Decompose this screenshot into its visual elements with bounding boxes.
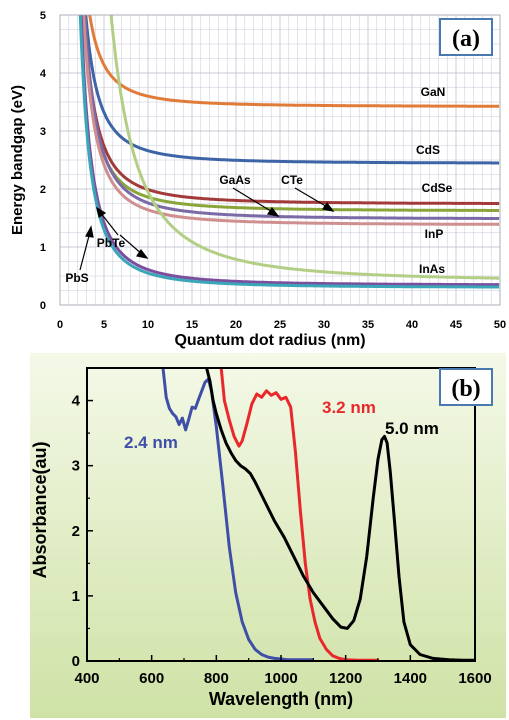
series-line-cte bbox=[81, 15, 500, 212]
series-line-3-2nm bbox=[219, 368, 378, 661]
label-cds: CdS bbox=[416, 143, 440, 157]
y-tick-label-b: 3 bbox=[72, 458, 80, 475]
annotation-arrows-a bbox=[79, 187, 335, 271]
x-tick-label-a: 45 bbox=[450, 319, 462, 331]
arrow-pbte-head bbox=[96, 206, 107, 218]
y-tick-label-a: 2 bbox=[40, 184, 46, 196]
ticks-b: 400 600 800 1000 1200 1400 1600 0 1 2 3 4 bbox=[72, 393, 492, 687]
arrow-gaas bbox=[232, 187, 275, 214]
arrow-pbte-2-head bbox=[136, 248, 149, 259]
y-tick-label-b: 2 bbox=[72, 523, 80, 540]
x-tick-label-b: 800 bbox=[204, 670, 229, 687]
series-a bbox=[78, 15, 500, 289]
series-line-gaas bbox=[83, 15, 500, 220]
arrow-pbte bbox=[99, 211, 119, 236]
x-tick-label-a: 10 bbox=[142, 319, 154, 331]
x-tick-label-a: 25 bbox=[274, 319, 286, 331]
xlabel-a: Quantum dot radius (nm) bbox=[174, 332, 365, 349]
x-tick-label-b: 1400 bbox=[394, 670, 427, 687]
xlabel-b: Wavelength (nm) bbox=[209, 689, 353, 709]
label-pbs: PbS bbox=[65, 271, 88, 285]
y-tick-label-b: 0 bbox=[72, 653, 80, 670]
y-tick-label-a: 5 bbox=[40, 10, 46, 22]
x-tick-label-b: 1200 bbox=[329, 670, 362, 687]
label-gaas: GaAs bbox=[219, 173, 251, 187]
y-tick-label-a: 3 bbox=[40, 126, 46, 138]
arrow-cte bbox=[294, 187, 330, 209]
x-tick-label-a: 0 bbox=[57, 319, 63, 331]
label-pbte: PbTe bbox=[97, 236, 126, 250]
label-inp: InP bbox=[425, 227, 444, 241]
series-line-cds bbox=[84, 15, 500, 165]
ylabel-b: Absorbance(au) bbox=[30, 441, 50, 578]
x-tick-label-a: 30 bbox=[318, 319, 330, 331]
x-tick-label-a: 15 bbox=[186, 319, 198, 331]
label-inas: InAs bbox=[419, 262, 445, 276]
plot-frame-a bbox=[59, 14, 501, 306]
series-line-inp bbox=[82, 15, 500, 226]
series-line-pbs bbox=[78, 15, 500, 289]
label-5-0nm: 5.0 nm bbox=[385, 419, 439, 438]
label-2-4nm: 2.4 nm bbox=[124, 433, 178, 452]
y-tick-label-a: 1 bbox=[40, 242, 46, 254]
panel-label-a: (a) bbox=[452, 26, 480, 52]
label-cdse: CdSe bbox=[422, 181, 453, 195]
x-tick-label-b: 400 bbox=[74, 670, 99, 687]
arrow-gaas-head bbox=[267, 206, 280, 217]
panel-label-box-b bbox=[439, 368, 493, 406]
panel-label-box-a bbox=[439, 18, 493, 56]
x-tick-label-a: 35 bbox=[362, 319, 374, 331]
series-b bbox=[161, 368, 475, 661]
x-tick-label-b: 600 bbox=[139, 670, 164, 687]
x-tick-label-b: 1000 bbox=[264, 670, 297, 687]
panel-label-b: (b) bbox=[451, 376, 480, 402]
x-tick-label-a: 40 bbox=[406, 319, 418, 331]
label-gan: GaN bbox=[421, 85, 446, 99]
y-tick-label-b: 4 bbox=[72, 393, 81, 410]
series-line-gan bbox=[88, 15, 500, 108]
arrow-pbte-2 bbox=[119, 234, 144, 256]
series-line-inas bbox=[109, 15, 500, 280]
y-tick-label-a: 0 bbox=[40, 300, 46, 312]
x-tick-label-a: 50 bbox=[494, 319, 506, 331]
arrow-pbs-head bbox=[85, 225, 94, 238]
series-line-cdse bbox=[82, 15, 500, 205]
ylabel-a: Energy bandgap (eV) bbox=[9, 85, 26, 235]
series-line-pbte bbox=[79, 15, 500, 287]
y-tick-label-a: 4 bbox=[40, 68, 47, 80]
x-tick-label-b: 1600 bbox=[458, 670, 491, 687]
label-3-2nm: 3.2 nm bbox=[322, 398, 376, 417]
panel-b-background bbox=[30, 353, 506, 718]
panel-b: 400 600 800 1000 1200 1400 1600 0 1 2 3 4 Wavelengt… bbox=[30, 353, 506, 718]
x-tick-label-a: 5 bbox=[101, 319, 107, 331]
label-cte: CTe bbox=[281, 173, 303, 187]
y-tick-label-b: 1 bbox=[72, 588, 80, 605]
x-tick-label-a: 20 bbox=[230, 319, 242, 331]
series-line-5-0nm bbox=[205, 368, 475, 661]
arrow-cte-head bbox=[322, 201, 335, 212]
arrow-pbs bbox=[79, 231, 91, 271]
